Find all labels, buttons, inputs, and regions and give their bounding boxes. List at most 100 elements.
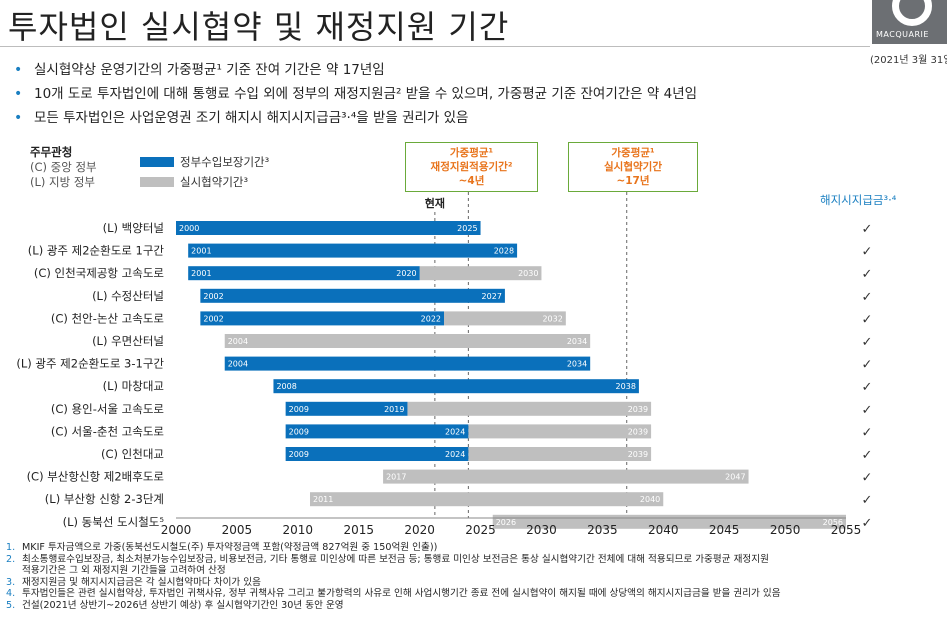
concession-bar xyxy=(419,266,542,281)
row-label: (L) 광주 제2순환도로 1구간 xyxy=(28,244,165,258)
concession-end-label: 2039 xyxy=(628,450,648,459)
bar-start-label: 2001 xyxy=(191,247,211,256)
concession-end-label: 2030 xyxy=(518,269,538,278)
footnote-number: 3. xyxy=(6,576,16,588)
bullet-dot-icon: • xyxy=(14,110,23,126)
termination-check-icon: ✓ xyxy=(862,516,873,531)
bullet-text: 모든 투자법인은 사업운영권 조기 해지시 해지시지급금³·⁴을 받을 권리가 … xyxy=(34,110,469,126)
x-tick-label: 2050 xyxy=(770,523,801,537)
x-tick-label: 2005 xyxy=(222,523,253,537)
termination-check-icon: ✓ xyxy=(862,380,873,395)
revenue-guarantee-end-label: 2024 xyxy=(445,450,465,459)
concession-end-label: 2056 xyxy=(823,518,843,527)
x-tick-label: 2025 xyxy=(465,523,496,537)
summary-bullets: • 실시협약상 운영기간의 가중평균¹ 기준 잔여 기간은 약 17년임 • 10개… xyxy=(14,60,697,132)
footnote-text: 투자법인들은 관련 실시협약상, 투자법인 귀책사유, 정부 귀책사유 그리고 … xyxy=(22,588,781,599)
footnotes: 1. MKIF 투자금액으로 가중(동북선도시철도(주) 투자약정금액 포함(약정… xyxy=(6,542,781,611)
macquarie-logo: MACQUARIE xyxy=(872,0,947,44)
row-label: (L) 마창대교 xyxy=(103,379,164,393)
concession-bar xyxy=(383,469,749,484)
revenue-guarantee-bar xyxy=(273,379,639,394)
concession-bar xyxy=(468,424,652,439)
revenue-guarantee-bar xyxy=(200,311,444,326)
bar-start-label: 2026 xyxy=(496,518,516,527)
bar-start-label: 2011 xyxy=(313,495,333,504)
termination-check-icon: ✓ xyxy=(862,425,873,440)
concession-end-label: 2034 xyxy=(567,337,587,346)
x-tick-label: 2040 xyxy=(648,523,679,537)
revenue-guarantee-end-label: 2022 xyxy=(421,314,441,323)
revenue-guarantee-end-label: 2034 xyxy=(567,360,587,369)
footnote-text: 적용기간은 그 외 재정지원 기간들을 고려하여 산정 xyxy=(22,565,226,576)
callout-gov-support: 가중평균¹ 재정지원적용기간² ~4년 xyxy=(405,142,538,192)
footnote-number: 2. xyxy=(6,553,16,565)
x-tick-label: 2010 xyxy=(283,523,314,537)
x-tick-label: 2015 xyxy=(343,523,374,537)
footnote-text: 재정지원금 및 해지시지급금은 각 실시협약마다 차이가 있음 xyxy=(22,576,261,588)
legend-authority-title: 주무관청 xyxy=(30,145,73,159)
callout-line: 가중평균¹ xyxy=(611,147,655,159)
bullet-dot-icon: • xyxy=(14,62,23,78)
revenue-guarantee-bar xyxy=(188,266,420,281)
x-tick-label: 2035 xyxy=(587,523,618,537)
revenue-guarantee-end-label: 2038 xyxy=(616,382,636,391)
termination-check-icon: ✓ xyxy=(862,245,873,260)
footnote-item: 적용기간은 그 외 재정지원 기간들을 고려하여 산정 xyxy=(6,565,781,577)
footnote-item: 1. MKIF 투자금액으로 가중(동북선도시철도(주) 투자약정금액 포함(약정… xyxy=(6,542,781,554)
legend-local: (L) 지방 정부 xyxy=(30,175,96,189)
row-label: (C) 인천국제공항 고속도로 xyxy=(34,266,164,280)
x-tick-label: 2020 xyxy=(404,523,435,537)
bar-start-label: 2009 xyxy=(289,427,309,436)
row-label: (L) 백양터널 xyxy=(103,221,164,235)
revenue-guarantee-end-label: 2019 xyxy=(384,405,404,414)
concession-bar xyxy=(444,311,566,326)
footnote-text: 건설(2021년 상반기~2026년 상반기 예상) 후 실시협약기간인 30년… xyxy=(22,599,344,611)
concession-end-label: 2040 xyxy=(640,495,660,504)
footnote-item: 2. 최소통행료수입보장금, 최소처분가능수입보장금, 비용보전금, 기타 통행료… xyxy=(6,554,781,566)
row-label: (C) 용인-서울 고속도로 xyxy=(51,402,164,416)
revenue-guarantee-bar xyxy=(224,356,591,371)
title-divider xyxy=(0,46,870,47)
bullet-text: 10개 도로 투자법인에 대해 통행료 수입 외에 정부의 재정지원금² 받을 … xyxy=(34,86,698,102)
revenue-guarantee-bar xyxy=(200,288,505,303)
row-label: (L) 수정산터널 xyxy=(92,289,164,303)
x-tick-label: 2030 xyxy=(526,523,557,537)
row-label: (L) 광주 제2순환도로 3-1구간 xyxy=(16,357,164,371)
concession-bar xyxy=(224,334,591,348)
callout-line: ~17년 xyxy=(616,175,650,187)
row-label: (C) 부산항신항 제2배후도로 xyxy=(27,470,164,484)
callout-line: ~4년 xyxy=(458,175,485,187)
row-label: (C) 인천대교 xyxy=(101,447,164,461)
termination-check-icon: ✓ xyxy=(862,222,873,237)
row-label: (L) 우면산터널 xyxy=(92,334,164,348)
revenue-guarantee-bar xyxy=(285,401,408,416)
x-tick-label: 2055 xyxy=(831,523,862,537)
legend-gray-swatch xyxy=(140,177,174,187)
logo-text: MACQUARIE xyxy=(876,30,929,39)
bar-start-label: 2009 xyxy=(289,405,309,414)
concession-end-label: 2039 xyxy=(628,427,648,436)
bullet-text: 실시협약상 운영기간의 가중평균¹ 기준 잔여 기간은 약 17년임 xyxy=(34,62,385,78)
revenue-guarantee-bar xyxy=(285,424,469,439)
bar-start-label: 2002 xyxy=(203,292,223,301)
concession-bar xyxy=(310,492,664,507)
bar-start-label: 2017 xyxy=(386,473,406,482)
row-label: (C) 천안-논산 고속도로 xyxy=(51,311,164,325)
footnote-number: 5. xyxy=(6,599,16,611)
termination-payment-header: 해지시지급금³·⁴ xyxy=(820,193,897,207)
termination-check-icon: ✓ xyxy=(862,312,873,327)
termination-check-icon: ✓ xyxy=(862,403,873,418)
bar-start-label: 2008 xyxy=(276,382,296,391)
concession-end-label: 2047 xyxy=(725,473,745,482)
revenue-guarantee-end-label: 2028 xyxy=(494,247,514,256)
page-title: 투자법인 실시협약 및 재정지원 기간 xyxy=(8,8,510,46)
row-label: (L) 동북선 도시철도⁵ xyxy=(63,515,165,529)
concession-bar xyxy=(407,401,652,416)
row-label: (C) 서울-춘천 고속도로 xyxy=(51,424,164,438)
bar-start-label: 2002 xyxy=(203,314,223,323)
legend-gray-label: 실시협약기간³ xyxy=(180,175,249,189)
termination-check-icon: ✓ xyxy=(862,335,873,350)
as-of-date: (2021년 3월 31일 기 xyxy=(870,55,947,66)
revenue-guarantee-end-label: 2020 xyxy=(396,269,416,278)
